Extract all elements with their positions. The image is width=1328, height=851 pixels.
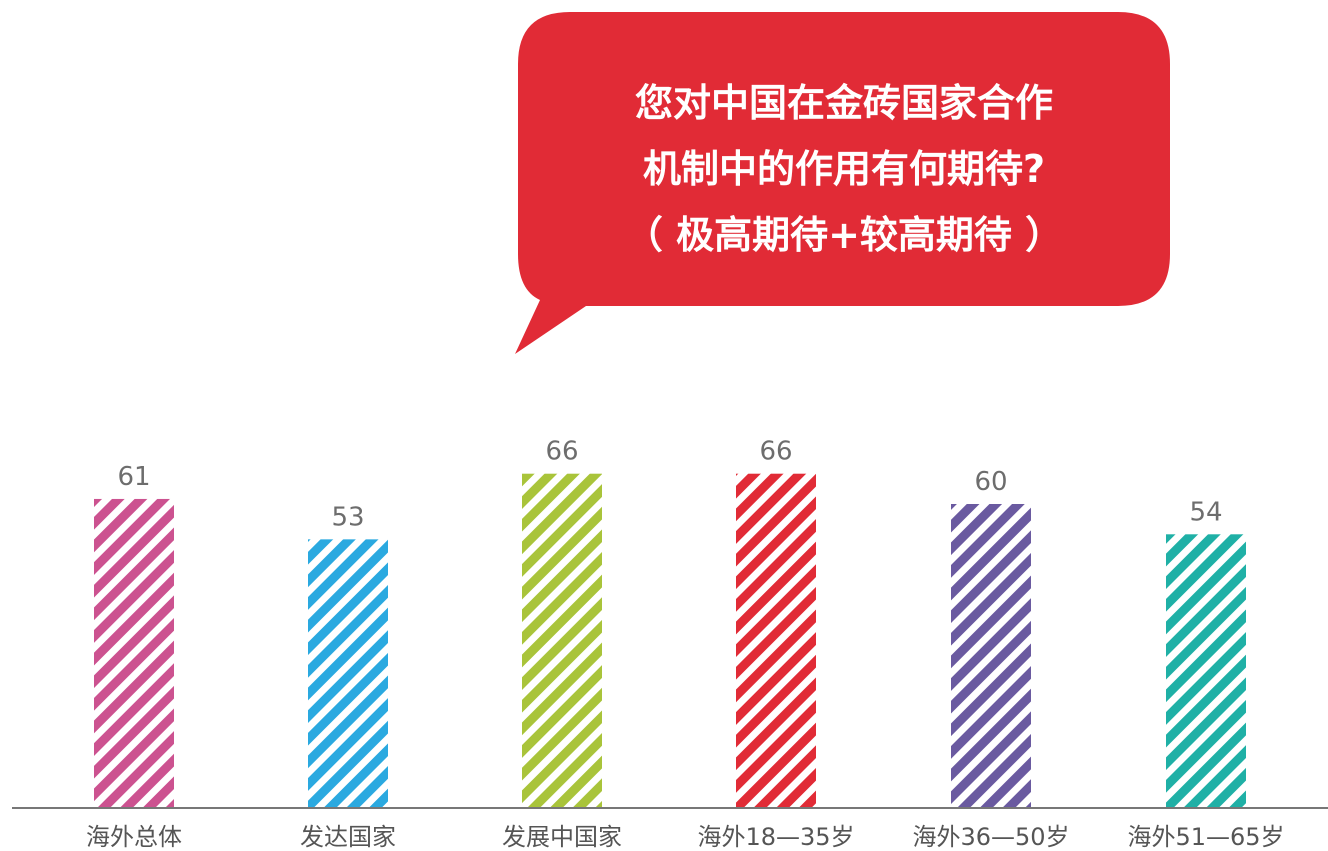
bar-1 — [94, 498, 174, 807]
value-labels-group: 61 53 66 66 60 54 — [117, 437, 1222, 533]
chart-title: 您对中国在金砖国家合作 机制中的作用有何期待? （ 极高期待+较高期待 ） — [518, 70, 1170, 268]
bar-6 — [1166, 534, 1246, 807]
speech-bubble — [515, 12, 1170, 354]
bar-value-label-4: 66 — [759, 437, 792, 467]
title-line-2: 机制中的作用有何期待? — [642, 147, 1046, 191]
bar-4 — [736, 473, 816, 807]
title-line-3: （ 极高期待+较高期待 ） — [624, 213, 1064, 257]
bar-value-label-2: 53 — [331, 502, 364, 532]
bar-value-label-3: 66 — [545, 437, 578, 467]
bar-3 — [522, 473, 602, 807]
bar-value-label-5: 60 — [974, 467, 1007, 497]
category-label-5: 海外36—50岁 — [912, 823, 1069, 851]
category-labels-group: 海外总体 发达国家 发展中国家 海外18—35岁 海外36—50岁 海外51—65岁 — [86, 823, 1285, 851]
category-label-3: 发展中国家 — [502, 823, 622, 851]
category-label-2: 发达国家 — [300, 823, 396, 851]
bar-2 — [308, 539, 388, 807]
category-label-4: 海外18—35岁 — [697, 823, 854, 851]
category-label-6: 海外51—65岁 — [1127, 823, 1284, 851]
category-label-1: 海外总体 — [86, 823, 182, 851]
bar-value-label-6: 54 — [1189, 497, 1222, 527]
title-line-1: 您对中国在金砖国家合作 — [634, 81, 1053, 125]
bar-value-label-1: 61 — [117, 462, 150, 492]
bars-group — [94, 473, 1246, 807]
speech-bubble-shape — [515, 12, 1170, 354]
bar-5 — [951, 504, 1031, 807]
